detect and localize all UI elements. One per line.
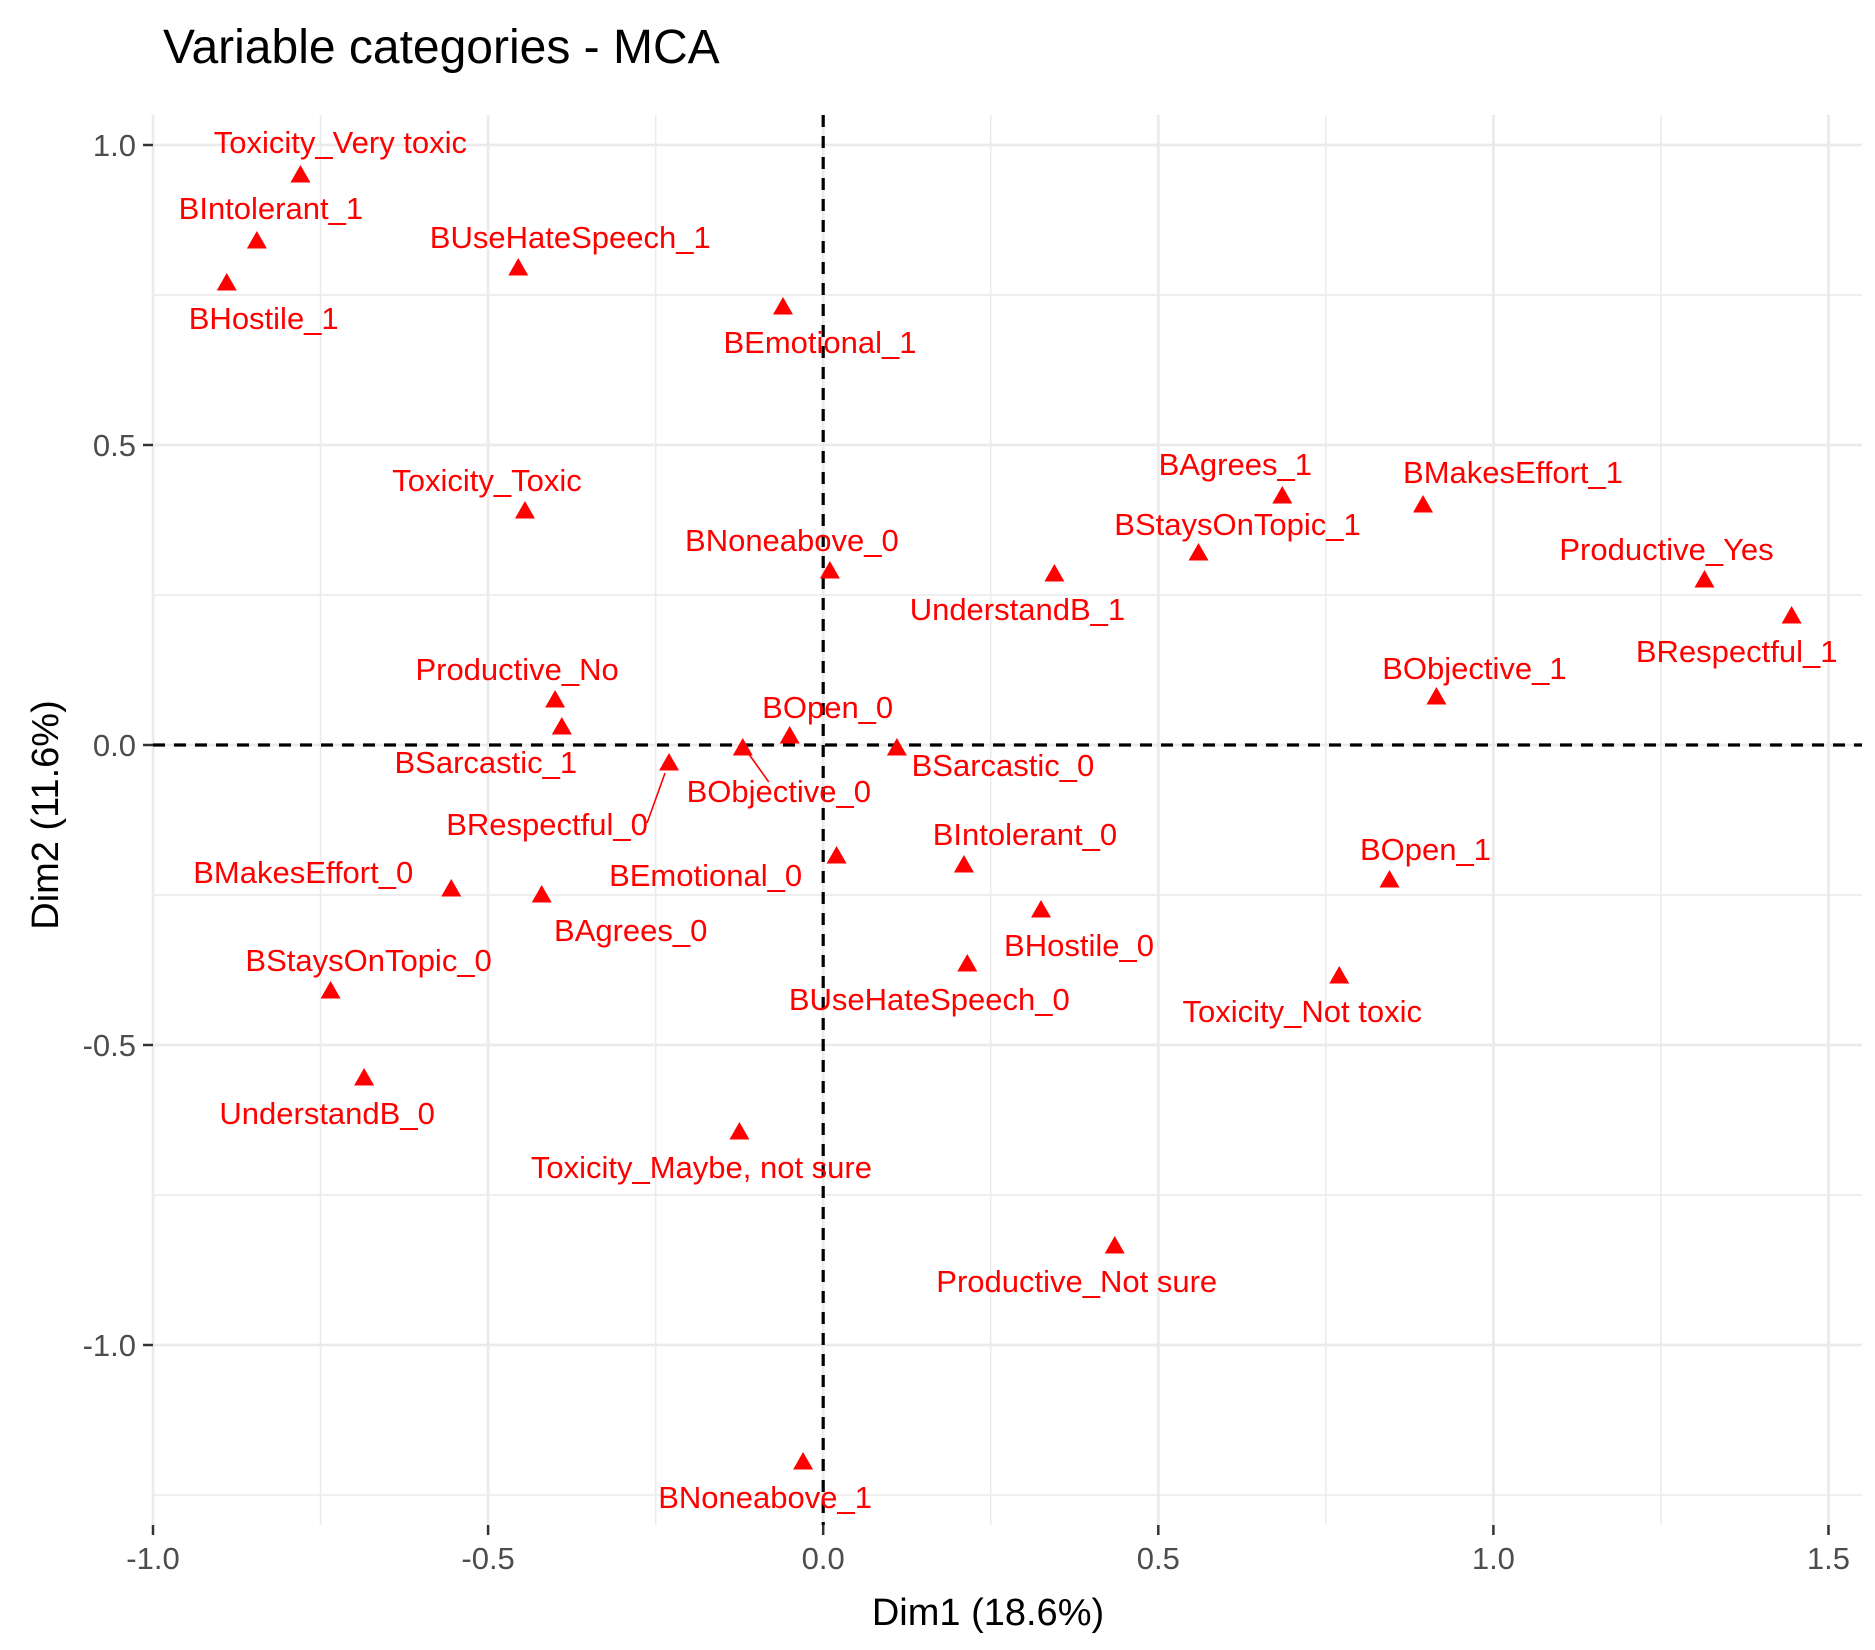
y-tick-label: -1.0	[83, 1328, 136, 1363]
data-point-marker	[957, 954, 978, 972]
data-point-marker	[819, 561, 840, 579]
data-point-marker	[732, 738, 753, 756]
data-point-marker	[1781, 606, 1802, 624]
axes: -1.0 -0.5 0.0 0.5 1.0 1.5 -1.0 -0.5 0.0 0.5 1.0	[83, 115, 1862, 1576]
label-leader-line	[646, 772, 666, 824]
data-point-label: BStaysOnTopic_1	[1114, 507, 1360, 542]
data-point-marker	[1272, 486, 1293, 504]
data-point-label: Toxicity_Very toxic	[214, 125, 467, 160]
data-point-marker	[1694, 570, 1715, 588]
data-point-label: UnderstandB_0	[219, 1096, 434, 1131]
data-point-label: BMakesEffort_1	[1403, 455, 1623, 490]
chart-title: Variable categories - MCA	[163, 21, 720, 74]
data-point-label: Toxicity_Maybe, not sure	[531, 1150, 872, 1185]
data-point-marker	[659, 753, 680, 771]
data-point-marker	[1188, 543, 1209, 561]
x-tick-label: -0.5	[461, 1541, 514, 1576]
data-point-label: BEmotional_1	[723, 325, 916, 360]
data-point-marker	[729, 1122, 750, 1140]
data-point-label: BHostile_0	[1004, 928, 1154, 963]
data-points: Toxicity_Very toxic BIntolerant_1 BHostile…	[179, 125, 1838, 1515]
data-point-label: BNoneabove_1	[658, 1480, 872, 1515]
data-point-marker	[953, 855, 974, 873]
label-leader-line	[748, 753, 770, 783]
data-point-label: BIntolerant_1	[179, 191, 363, 226]
data-point-label: BEmotional_0	[609, 858, 802, 893]
data-point-marker	[1413, 495, 1434, 513]
data-point-marker	[246, 231, 267, 249]
x-tick-label: 1.5	[1807, 1541, 1850, 1576]
data-point-label: BRespectful_0	[446, 807, 648, 842]
x-tick-label: 1.0	[1472, 1541, 1515, 1576]
data-point-label: Toxicity_Not toxic	[1183, 994, 1422, 1029]
data-point-label: BObjective_1	[1382, 651, 1566, 686]
data-point-label: BHostile_1	[189, 301, 339, 336]
data-point-marker	[354, 1068, 375, 1086]
grid	[151, 115, 1862, 1525]
data-point-label: BNoneabove_0	[685, 523, 899, 558]
data-point-label: BObjective_0	[687, 774, 871, 809]
data-point-marker	[1426, 687, 1447, 705]
data-point-marker	[531, 885, 552, 903]
data-point-label: BAgrees_1	[1159, 447, 1312, 482]
data-point-marker	[441, 879, 462, 897]
data-point-label: Toxicity_Toxic	[392, 463, 582, 498]
data-point-label: Productive_No	[415, 652, 618, 687]
data-point-label: BSarcastic_1	[394, 745, 577, 780]
data-point-label: BUseHateSpeech_0	[789, 982, 1070, 1017]
data-point-label: BRespectful_1	[1636, 634, 1838, 669]
data-point-label: BOpen_0	[762, 690, 893, 725]
data-point-marker	[886, 738, 907, 756]
x-tick-label: 0.0	[802, 1541, 845, 1576]
y-tick-label: 0.5	[93, 428, 136, 463]
data-point-label: BStaysOnTopic_0	[245, 943, 491, 978]
y-tick-label: 0.0	[93, 728, 136, 763]
data-point-marker	[772, 297, 793, 315]
data-point-marker	[1104, 1236, 1125, 1254]
data-point-marker	[216, 273, 237, 291]
data-point-marker	[320, 981, 341, 999]
data-point-marker	[1329, 966, 1350, 984]
x-axis-title: Dim1 (18.6%)	[872, 1592, 1104, 1634]
data-point-marker	[793, 1452, 814, 1470]
data-point-label: BMakesEffort_0	[193, 855, 413, 890]
data-point-label: BSarcastic_0	[912, 748, 1095, 783]
data-point-label: BOpen_1	[1360, 832, 1491, 867]
data-point-marker	[545, 690, 566, 708]
data-point-label: UnderstandB_1	[910, 592, 1125, 627]
data-point-marker	[290, 165, 311, 183]
data-point-marker	[1044, 564, 1065, 582]
data-point-marker	[1379, 870, 1400, 888]
data-point-marker	[1031, 900, 1052, 918]
x-tick-label: 0.5	[1137, 1541, 1180, 1576]
y-axis-title: Dim2 (11.6%)	[25, 700, 67, 929]
data-point-label: BAgrees_0	[554, 913, 707, 948]
data-point-label: BUseHateSpeech_1	[430, 220, 711, 255]
x-tick-label: -1.0	[126, 1541, 179, 1576]
data-point-marker	[514, 501, 535, 519]
data-point-label: Productive_Not sure	[936, 1264, 1217, 1299]
data-point-marker	[826, 846, 847, 864]
data-point-label: Productive_Yes	[1559, 532, 1773, 567]
data-point-label: BIntolerant_0	[933, 817, 1117, 852]
y-tick-label: 1.0	[93, 128, 136, 163]
data-point-marker	[551, 717, 572, 735]
y-tick-label: -0.5	[83, 1028, 136, 1063]
data-point-marker	[508, 258, 529, 276]
data-point-marker	[779, 726, 800, 744]
